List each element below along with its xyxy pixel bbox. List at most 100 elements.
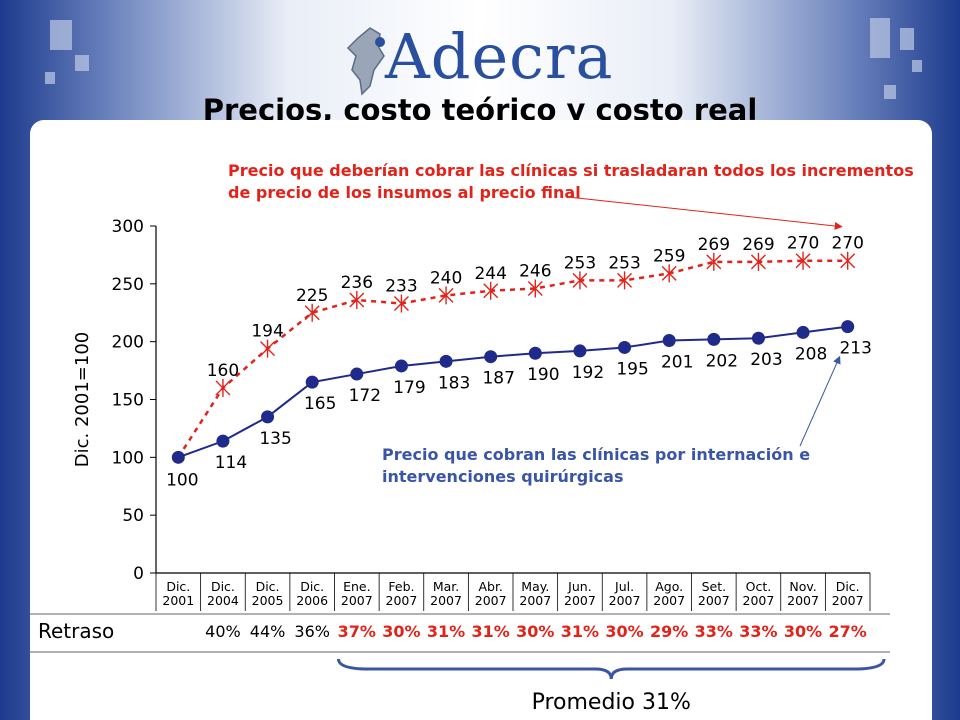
- adecra-logo-icon: [346, 27, 385, 96]
- x-tick-label: 2007: [653, 593, 685, 608]
- y-tick-label: 0: [133, 564, 144, 584]
- decorative-square: [45, 72, 55, 84]
- x-tick-label: 2007: [475, 593, 507, 608]
- retraso-value: 31%: [561, 622, 599, 641]
- real-price-point: [796, 325, 810, 339]
- real-note-arrow: [799, 355, 841, 447]
- theoretical-data-label: 253: [608, 253, 640, 273]
- x-tick-label: Dic.: [300, 579, 324, 594]
- x-tick-label: 2007: [698, 593, 730, 608]
- theoretical-data-label: 225: [296, 286, 328, 306]
- x-tick-label: 2007: [519, 593, 551, 608]
- x-tick-label: Oct.: [746, 579, 772, 594]
- theoretical-cost-point: [349, 291, 365, 310]
- real-price-note-line: Precio que cobran las clínicas por inter…: [382, 445, 811, 464]
- theoretical-cost-point: [393, 294, 409, 313]
- theoretical-data-label: 253: [564, 253, 596, 273]
- real-data-label: 208: [795, 344, 827, 364]
- decorative-square: [50, 20, 72, 50]
- theoretical-data-label: 194: [251, 322, 283, 342]
- theoretical-cost-point: [661, 264, 677, 283]
- x-tick-label: Mar.: [433, 579, 459, 594]
- retraso-value: 40%: [205, 622, 241, 641]
- real-price-point: [841, 320, 855, 334]
- real-price-point: [394, 359, 408, 373]
- real-price-point: [484, 350, 498, 364]
- theoretical-cost-point: [750, 252, 766, 271]
- retraso-value: 31%: [472, 622, 510, 641]
- real-data-label: 202: [706, 351, 738, 371]
- theoretical-cost-note: Precio que deberían cobrar las clínicas …: [228, 160, 914, 204]
- x-tick-label: 2007: [386, 593, 418, 608]
- average-brace: [337, 658, 886, 680]
- real-data-label: 203: [750, 350, 782, 370]
- real-price-note-line: intervenciones quirúrgicas: [382, 467, 624, 486]
- y-tick-label: 100: [112, 448, 144, 468]
- real-price-point: [707, 332, 721, 346]
- x-tick-label: 2006: [296, 593, 328, 608]
- retraso-value: 30%: [516, 622, 554, 641]
- x-tick-label: Dic.: [211, 579, 235, 594]
- theoretical-cost-note-line: de precio de los insumos al precio final: [228, 183, 581, 202]
- x-tick-label: Dic.: [256, 579, 280, 594]
- theoretical-cost-point: [438, 286, 454, 305]
- theoretical-cost-note-line: Precio que deberían cobrar las clínicas …: [228, 161, 914, 180]
- theoretical-data-label: 236: [341, 273, 373, 293]
- real-price-point: [216, 434, 230, 448]
- y-tick-label: 50: [122, 506, 144, 526]
- x-tick-label: 2007: [832, 593, 864, 608]
- real-data-label: 183: [438, 373, 470, 393]
- x-tick-label: 2007: [609, 593, 641, 608]
- retraso-value: 36%: [294, 622, 330, 641]
- real-data-label: 135: [259, 429, 291, 449]
- real-data-label: 172: [349, 386, 381, 406]
- x-tick-label: Nov.: [789, 579, 816, 594]
- x-tick-label: Dic.: [836, 579, 860, 594]
- x-tick-label: 2007: [430, 593, 462, 608]
- theoretical-cost-point: [617, 271, 633, 290]
- theoretical-cost-point: [260, 339, 276, 358]
- x-tick-label: Dic.: [166, 579, 190, 594]
- theoretical-data-label: 270: [831, 234, 863, 254]
- x-tick-label: Jul.: [614, 579, 634, 594]
- decorative-square: [912, 60, 922, 72]
- retraso-value: 30%: [605, 622, 643, 641]
- x-tick-label: 2007: [743, 593, 775, 608]
- decorative-square: [75, 55, 89, 71]
- decorative-square: [870, 18, 890, 58]
- theoretical-data-label: 244: [474, 264, 506, 284]
- real-data-label: 192: [572, 363, 604, 383]
- theoretical-cost-line: [177, 259, 848, 459]
- x-tick-label: Jun.: [567, 579, 592, 594]
- x-tick-label: 2007: [341, 593, 373, 608]
- x-tick-label: 2001: [162, 593, 194, 608]
- theoretical-cost-point: [706, 252, 722, 271]
- y-tick-label: 250: [112, 275, 144, 295]
- real-data-label: 100: [166, 470, 198, 490]
- theoretical-cost-point: [795, 251, 811, 270]
- x-tick-label: 2005: [252, 593, 284, 608]
- retraso-value: 37%: [338, 622, 376, 641]
- retraso-label: Retraso: [38, 619, 114, 643]
- theoretical-data-label: 270: [787, 234, 819, 254]
- x-tick-label: Set.: [702, 579, 727, 594]
- theoretical-cost-point: [840, 251, 856, 270]
- x-tick-label: 2007: [564, 593, 596, 608]
- x-tick-label: Abr.: [478, 579, 502, 594]
- theoretical-data-label: 269: [698, 235, 730, 255]
- real-data-label: 195: [616, 359, 648, 379]
- real-price-point: [573, 344, 587, 358]
- real-price-line: [177, 325, 848, 459]
- real-price-point: [171, 450, 185, 464]
- theoretical-cost-point: [572, 271, 588, 290]
- decorative-square: [900, 28, 914, 50]
- retraso-value: 27%: [829, 622, 867, 641]
- decorative-square: [884, 85, 896, 99]
- theoretical-data-label: 259: [653, 246, 685, 266]
- real-data-label: 213: [839, 339, 871, 359]
- chart-panel: Precio que deberían cobrar las clínicas …: [30, 120, 932, 720]
- theoretical-data-label: 240: [430, 268, 462, 288]
- real-data-label: 165: [304, 394, 336, 414]
- real-price-point: [350, 367, 364, 381]
